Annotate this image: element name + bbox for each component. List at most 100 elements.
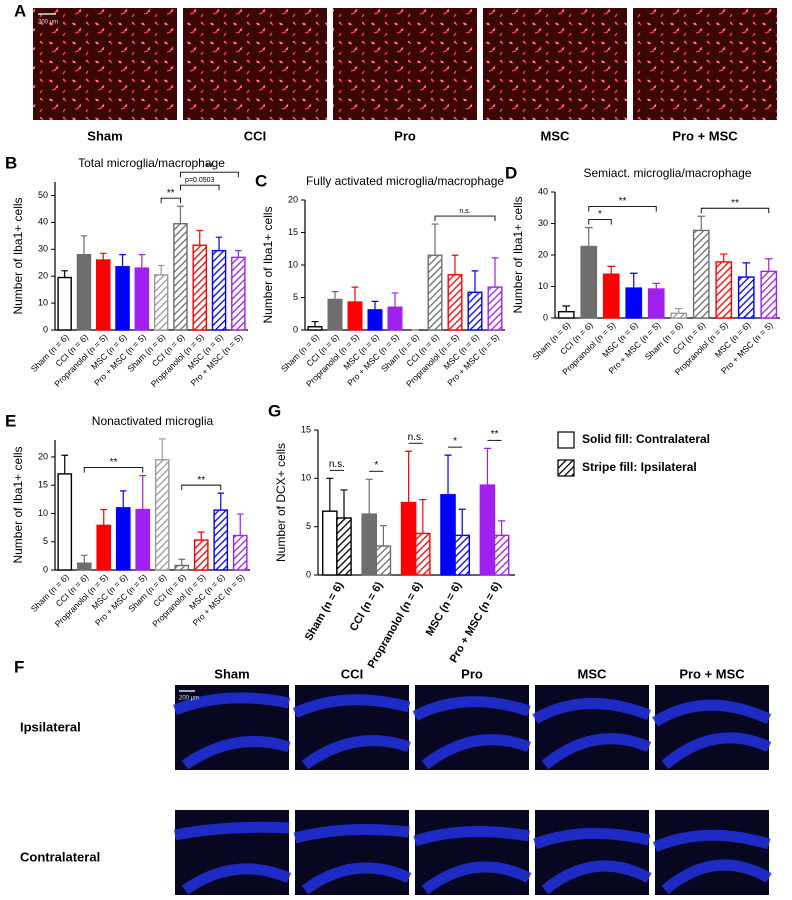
error-bar xyxy=(471,270,479,293)
bar xyxy=(647,288,665,319)
granule-layer xyxy=(661,859,772,895)
granule-layer xyxy=(292,694,411,719)
error-bar xyxy=(217,492,225,511)
error-bar xyxy=(419,499,427,534)
bar xyxy=(174,564,190,571)
error-bar xyxy=(719,253,728,262)
error-bar xyxy=(652,282,661,290)
bar xyxy=(153,274,169,331)
significance-bracket xyxy=(700,207,770,214)
bar xyxy=(173,223,188,331)
y-tick-label: 5 xyxy=(43,536,48,546)
row-label: Ipsilateral xyxy=(20,719,81,734)
y-tick-label: 10 xyxy=(288,259,298,269)
bar xyxy=(57,473,73,571)
error-bar xyxy=(483,447,491,486)
significance-bracket xyxy=(434,215,496,222)
bar xyxy=(115,266,130,331)
bar xyxy=(76,253,92,331)
granule-layer xyxy=(293,824,410,844)
bar xyxy=(760,270,778,319)
error-bar xyxy=(215,236,223,251)
bar xyxy=(400,501,417,576)
y-tick-label: 30 xyxy=(38,244,48,254)
error-bar xyxy=(584,226,593,247)
bar xyxy=(192,244,208,331)
error-bar xyxy=(674,307,683,314)
significance-label: n.s. xyxy=(329,459,345,470)
chart-title: Semiact. microglia/macrophage xyxy=(583,166,751,180)
y-tick-label: 0 xyxy=(43,324,48,334)
y-tick-label: 0 xyxy=(293,324,298,334)
error-bar xyxy=(444,454,452,495)
bar xyxy=(580,245,598,319)
error-bar xyxy=(405,450,413,503)
granule-layer xyxy=(181,736,291,770)
error-bar xyxy=(326,477,334,512)
row-label: Contralateral xyxy=(20,849,100,864)
y-tick-label: 15 xyxy=(288,227,298,237)
error-bar xyxy=(311,320,319,327)
x-tick-label: Sham (n = 6) xyxy=(303,580,346,643)
y-tick-label: 20 xyxy=(38,451,48,461)
granule-layer xyxy=(533,827,651,850)
error-bar xyxy=(379,525,387,546)
y-tick-label: 20 xyxy=(38,271,48,281)
bar xyxy=(193,539,209,571)
granule-layer xyxy=(661,732,772,770)
chart: D Semiact. microglia/macrophage Number of … xyxy=(505,163,780,377)
bar xyxy=(361,513,378,576)
y-tick-label: 0 xyxy=(543,312,548,322)
granule-layer xyxy=(412,696,531,721)
significance-label: n.s. xyxy=(408,432,424,443)
bar xyxy=(602,273,620,319)
y-tick-label: 0 xyxy=(306,569,311,579)
error-bar xyxy=(119,254,126,267)
significance-bracket xyxy=(160,197,181,204)
bar xyxy=(467,291,483,331)
significance-label: n.s. xyxy=(459,208,470,215)
y-axis-label: Number of Iba1+ cells xyxy=(261,206,275,323)
error-bar xyxy=(365,478,373,515)
column-label: Pro + MSC xyxy=(679,666,745,681)
significance-label: ** xyxy=(491,429,499,440)
error-bar xyxy=(100,508,108,526)
y-tick-label: 10 xyxy=(38,508,48,518)
error-bar xyxy=(80,554,88,564)
significance-label: ** xyxy=(619,196,627,207)
granule-layer xyxy=(172,692,291,716)
micrograph xyxy=(483,8,627,120)
error-bar xyxy=(99,252,107,261)
bar xyxy=(213,509,229,571)
granule-layer xyxy=(421,861,532,895)
column-label: CCI xyxy=(341,666,363,681)
bar xyxy=(347,301,363,331)
granule-layer xyxy=(541,860,652,895)
error-bar xyxy=(80,235,88,255)
error-bar xyxy=(391,292,399,308)
image-label: CCI xyxy=(244,128,266,143)
y-axis-label: Number of Iba1+ cells xyxy=(11,197,25,314)
y-axis-label: Number of Iba1+ cells xyxy=(511,196,525,313)
error-bar xyxy=(236,513,244,536)
panel-letter: A xyxy=(14,1,26,20)
bar xyxy=(479,484,496,576)
chart: C Fully activated microglia/macrophage Num… xyxy=(255,171,505,389)
x-tick-label: CCI (n = 6) xyxy=(348,580,386,634)
bar xyxy=(715,261,733,319)
bar xyxy=(454,534,470,576)
bar xyxy=(427,254,443,331)
image-label: Sham xyxy=(87,128,122,143)
significance-label: ** xyxy=(731,198,739,209)
bar xyxy=(557,311,575,319)
error-bar xyxy=(119,490,127,508)
chart: B Total microglia/macrophage Number of Iba… xyxy=(5,153,248,389)
granule-layer xyxy=(301,735,411,770)
significance-label: p=0.0503 xyxy=(185,177,214,184)
scale-bar-label: 200 µm xyxy=(38,20,58,26)
bar xyxy=(375,545,392,576)
panel-letter: E xyxy=(5,411,16,430)
chart-title: Fully activated microglia/macrophage xyxy=(306,174,504,188)
bar xyxy=(336,517,352,576)
bar xyxy=(415,532,431,576)
